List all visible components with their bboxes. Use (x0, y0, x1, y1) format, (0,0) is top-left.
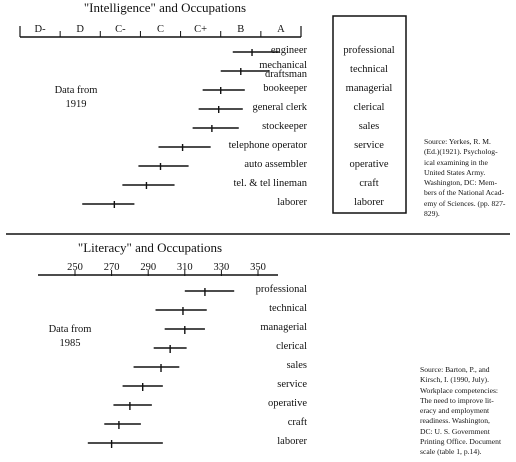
occupation-label: draftsman (265, 69, 308, 80)
occupation-label: bookeeper (263, 83, 307, 94)
category-label: clerical (354, 102, 385, 113)
category-label: craft (359, 178, 378, 189)
tick-label: B (237, 24, 244, 35)
tick-label: C (157, 24, 164, 35)
tick-label: C- (115, 24, 126, 35)
source-line: eracy and employment (420, 406, 490, 416)
source-line: ical examining in the (424, 157, 488, 167)
intelligence-chart: "Intelligence" and Occupations D- D C- C C+ B… (19, 0, 407, 214)
chart-title: "Literacy" and Occupations (78, 240, 222, 255)
category-label: managerial (346, 83, 393, 94)
source-line: Kirsch, I. (1990, July). (420, 375, 489, 385)
occupation-label: general clerk (252, 102, 307, 113)
occupation-label: telephone operator (229, 140, 308, 151)
source-line: Source: Yerkes, R. M. (424, 137, 491, 146)
occupation-label: managerial (260, 322, 307, 333)
occupation-label: stockeeper (262, 121, 307, 132)
chart-title: "Intelligence" and Occupations (84, 0, 246, 15)
source-line: (Ed.)(1921). Psycholog- (424, 147, 498, 157)
category-label: sales (359, 121, 379, 132)
range-marks (87, 288, 235, 448)
occupation-label: auto assembler (244, 159, 307, 170)
occupation-label: tel. & tel lineman (234, 178, 308, 189)
occupation-label: professional (256, 284, 307, 295)
tick-label: D (76, 24, 84, 35)
source-line: United States Army. (424, 167, 486, 177)
source-line: The need to improve lit- (420, 395, 494, 405)
source-line: Workplace competencies: (420, 385, 499, 395)
category-label: laborer (354, 197, 384, 208)
source-note-1985: Source: Barton, P., and Kirsch, I. (1990,… (420, 365, 514, 458)
source-line: emy of Sciences. (pp. 827- (424, 198, 506, 208)
tick-label: D- (35, 24, 47, 35)
category-label: service (354, 140, 384, 151)
source-line: DC: U. S. Government (420, 426, 490, 436)
range-marks (82, 49, 279, 208)
tick-label: A (277, 24, 285, 35)
source-note-1919: Source: Yerkes, R. M. (Ed.)(1921). Psycho… (424, 137, 516, 219)
occupation-label: craft (288, 417, 307, 428)
category-labels: professional technical managerial clerical s… (343, 45, 394, 208)
tick-label: 270 (104, 262, 120, 273)
category-label: operative (349, 159, 388, 170)
literacy-chart: "Literacy" and Occupations 250 270 290 310 3… (38, 240, 308, 448)
tick-label: 250 (67, 262, 83, 273)
occupation-label: laborer (277, 197, 307, 208)
data-note-line-2: 1919 (66, 99, 87, 110)
occupation-label: engineer (271, 45, 308, 56)
source-line: Source: Barton, P., and (420, 365, 490, 374)
tick-label: 330 (214, 262, 230, 273)
occupation-label: sales (287, 360, 307, 371)
tick-label: 290 (140, 262, 156, 273)
occupation-label: operative (268, 398, 307, 409)
data-note-line-1: Data from (49, 324, 92, 335)
tick-label: 310 (177, 262, 193, 273)
category-label: technical (350, 64, 388, 75)
source-line: Printing Office. Document (420, 437, 502, 447)
tick-label: 350 (250, 262, 266, 273)
data-note-line-1: Data from (55, 85, 98, 96)
occupation-labels: professional technical managerial clerical s… (256, 284, 308, 447)
category-box (332, 15, 407, 214)
source-line: bers of the National Acad- (424, 188, 505, 198)
x-ticks: 250 270 290 310 330 350 (67, 262, 266, 276)
data-note-line-2: 1985 (60, 338, 81, 349)
occupation-label: technical (269, 303, 307, 314)
x-ticks: D- D C- C C+ B A (35, 24, 285, 37)
tick-label: C+ (194, 24, 207, 35)
source-line: readiness. Washington, (420, 416, 490, 426)
occupation-label: service (277, 379, 307, 390)
occupation-label: clerical (276, 341, 307, 352)
occupation-label: mechanical (259, 60, 307, 71)
occupation-label: laborer (277, 436, 307, 447)
category-label: professional (343, 45, 394, 56)
source-line: 829). (424, 209, 440, 219)
source-line: Washington, DC: Mem- (424, 178, 498, 188)
source-line: scale (table 1, p.14). (420, 447, 482, 457)
